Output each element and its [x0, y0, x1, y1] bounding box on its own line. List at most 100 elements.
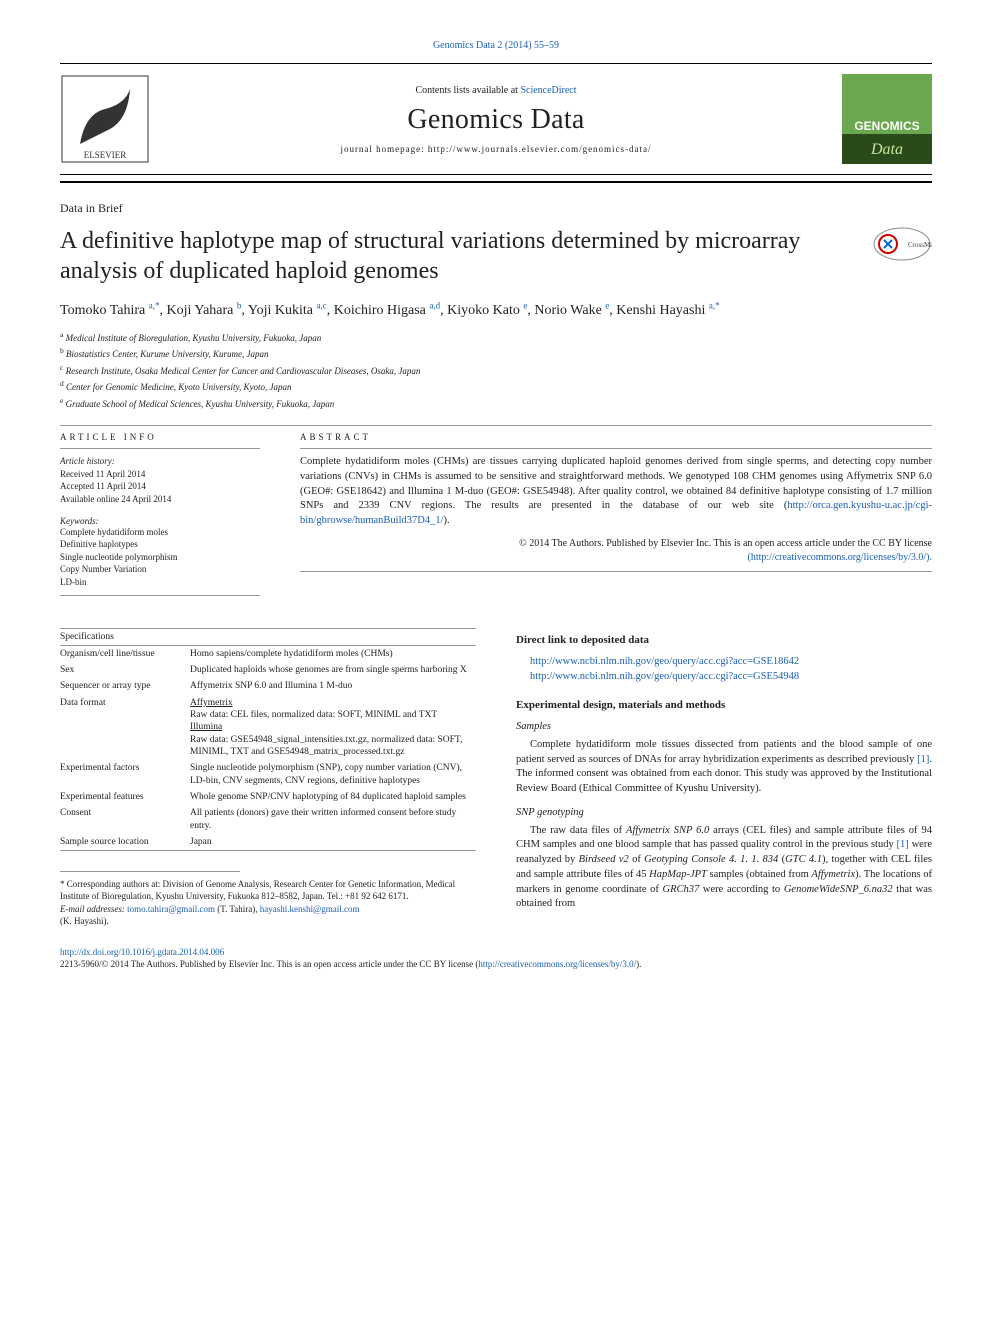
- author-affiliation-link[interactable]: a,c: [316, 300, 326, 310]
- deposited-data-link[interactable]: http://www.ncbi.nlm.nih.gov/geo/query/ac…: [530, 656, 799, 667]
- history-accepted: Accepted 11 April 2014: [60, 480, 260, 493]
- right-column: Direct link to deposited data http://www…: [516, 628, 932, 927]
- abstract-column: abstract Complete hydatidiform moles (CH…: [300, 432, 932, 601]
- table-row: Data formatAffymetrixRaw data: CEL files…: [60, 695, 476, 761]
- article-title: A definitive haplotype map of structural…: [60, 226, 852, 286]
- specifications-table: Specifications Organism/cell line/tissue…: [60, 628, 476, 852]
- spec-key: Sequencer or array type: [60, 678, 190, 694]
- spec-key: Sex: [60, 662, 190, 678]
- abstract-heading: abstract: [300, 432, 932, 442]
- svg-text:GENOMICS: GENOMICS: [854, 119, 919, 133]
- table-row: Sample source locationJapan: [60, 834, 476, 851]
- affiliation-list: a Medical Institute of Bioregulation, Ky…: [60, 329, 932, 412]
- spec-key: Sample source location: [60, 834, 190, 851]
- spec-key: Data format: [60, 695, 190, 761]
- snp-genotyping-heading: SNP genotyping: [516, 807, 932, 818]
- genomics-data-logo: GENOMICS Data: [842, 74, 932, 164]
- spec-key: Consent: [60, 805, 190, 834]
- history-online: Available online 24 April 2014: [60, 493, 260, 506]
- spec-key: Experimental features: [60, 789, 190, 805]
- footnotes: * Corresponding authors at: Division of …: [60, 878, 476, 927]
- spec-value: AffymetrixRaw data: CEL files, normalize…: [190, 695, 476, 761]
- keywords-label: Keywords:: [60, 516, 260, 526]
- article-info-heading: article info: [60, 432, 260, 442]
- author: , Yoji Kukita a,c: [241, 303, 326, 318]
- footer-copyright: 2213-5960/© 2014 The Authors. Published …: [60, 959, 932, 969]
- cc-license-link[interactable]: (http://creativecommons.org/licenses/by/…: [748, 552, 933, 563]
- spec-key: Experimental factors: [60, 760, 190, 789]
- info-rule: [60, 448, 260, 449]
- svg-text:CrossMark: CrossMark: [908, 241, 932, 249]
- samples-paragraph: Complete hydatidiform mole tissues disse…: [516, 738, 932, 797]
- author: , Norio Wake e: [527, 303, 609, 318]
- author: , Kenshi Hayashi a,*: [609, 303, 719, 318]
- keywords-bottom-rule: [60, 595, 260, 596]
- affiliation: d Center for Genomic Medicine, Kyoto Uni…: [60, 378, 932, 395]
- deposited-data-link[interactable]: http://www.ncbi.nlm.nih.gov/geo/query/ac…: [530, 671, 799, 682]
- abstract-bottom-rule: [300, 571, 932, 572]
- abstract-rule: [300, 448, 932, 449]
- author: , Kiyoko Kato e: [440, 303, 527, 318]
- email-label: E-mail addresses:: [60, 904, 127, 914]
- abstract-copyright: © 2014 The Authors. Published by Elsevie…: [300, 537, 932, 565]
- article-info-column: article info Article history: Received 1…: [60, 432, 260, 601]
- snp-paragraph: The raw data files of Affymetrix SNP 6.0…: [516, 824, 932, 912]
- table-row: Sequencer or array typeAffymetrix SNP 6.…: [60, 678, 476, 694]
- keyword: Definitive haplotypes: [60, 538, 260, 551]
- svg-text:ELSEVIER: ELSEVIER: [84, 150, 127, 160]
- sciencedirect-link[interactable]: ScienceDirect: [520, 85, 576, 96]
- doi-link[interactable]: http://dx.doi.org/10.1016/j.gdata.2014.0…: [60, 947, 224, 957]
- contents-available: Contents lists available at ScienceDirec…: [150, 85, 842, 96]
- author-affiliation-link[interactable]: a,d: [429, 300, 440, 310]
- homepage-url[interactable]: http://www.journals.elsevier.com/genomic…: [428, 144, 652, 154]
- keywords-list: Complete hydatidiform molesDefinitive ha…: [60, 526, 260, 589]
- spec-value: Duplicated haploids whose genomes are fr…: [190, 662, 476, 678]
- journal-header: ELSEVIER Contents lists available at Sci…: [60, 63, 932, 175]
- author-list: Tomoko Tahira a,*, Koji Yahara b, Yoji K…: [60, 300, 932, 319]
- keyword: Copy Number Variation: [60, 563, 260, 576]
- keyword: Single nucleotide polymorphism: [60, 551, 260, 564]
- spec-value: Single nucleotide polymorphism (SNP), co…: [190, 760, 476, 789]
- abstract-text: Complete hydatidiform moles (CHMs) are t…: [300, 455, 932, 528]
- affiliation: a Medical Institute of Bioregulation, Ky…: [60, 329, 932, 346]
- table-row: ConsentAll patients (donors) gave their …: [60, 805, 476, 834]
- journal-ref-link[interactable]: Genomics Data 2 (2014) 55–59: [433, 40, 559, 51]
- footer-cc-link[interactable]: http://creativecommons.org/licenses/by/3…: [478, 959, 636, 969]
- affiliation: b Biostatistics Center, Kurume Universit…: [60, 345, 932, 362]
- spec-value: Affymetrix SNP 6.0 and Illumina 1 M-duo: [190, 678, 476, 694]
- table-row: Organism/cell line/tissueHomo sapiens/co…: [60, 646, 476, 662]
- spec-value: Homo sapiens/complete hydatidiform moles…: [190, 646, 476, 662]
- author-affiliation-link[interactable]: a,*: [149, 300, 160, 310]
- svg-text:Data: Data: [870, 141, 903, 158]
- spec-caption: Specifications: [60, 628, 476, 646]
- samples-heading: Samples: [516, 721, 932, 732]
- table-row: Experimental factorsSingle nucleotide po…: [60, 760, 476, 789]
- elsevier-logo: ELSEVIER: [60, 74, 150, 164]
- email-hayashi[interactable]: hayashi.kenshi@gmail.com: [260, 904, 360, 914]
- spec-value: Whole genome SNP/CNV haplotyping of 84 d…: [190, 789, 476, 805]
- author-affiliation-link[interactable]: a,*: [709, 300, 720, 310]
- affiliation: e Graduate School of Medical Sciences, K…: [60, 395, 932, 412]
- citation-link[interactable]: [1]: [897, 839, 909, 850]
- affiliation: c Research Institute, Osaka Medical Cent…: [60, 362, 932, 379]
- crossmark-badge[interactable]: CrossMark: [872, 226, 932, 266]
- email-tahira[interactable]: tomo.tahira@gmail.com: [127, 904, 215, 914]
- citation-link[interactable]: [1]: [917, 754, 929, 765]
- doi: http://dx.doi.org/10.1016/j.gdata.2014.0…: [60, 947, 932, 957]
- spec-value: All patients (donors) gave their written…: [190, 805, 476, 834]
- deposited-data-heading: Direct link to deposited data: [516, 634, 932, 646]
- spec-key: Organism/cell line/tissue: [60, 646, 190, 662]
- author: , Koichiro Higasa a,d: [327, 303, 440, 318]
- journal-homepage: journal homepage: http://www.journals.el…: [150, 144, 842, 154]
- journal-name: Genomics Data: [150, 104, 842, 136]
- article-type: Data in Brief: [60, 201, 932, 216]
- history-label: Article history:: [60, 455, 260, 468]
- footnote-separator: [60, 871, 240, 872]
- table-row: SexDuplicated haploids whose genomes are…: [60, 662, 476, 678]
- author: Tomoko Tahira a,*: [60, 303, 160, 318]
- author: , Koji Yahara b: [160, 303, 242, 318]
- history-received: Received 11 April 2014: [60, 468, 260, 481]
- keyword: LD-bin: [60, 576, 260, 589]
- table-row: Experimental featuresWhole genome SNP/CN…: [60, 789, 476, 805]
- journal-reference: Genomics Data 2 (2014) 55–59: [60, 40, 932, 51]
